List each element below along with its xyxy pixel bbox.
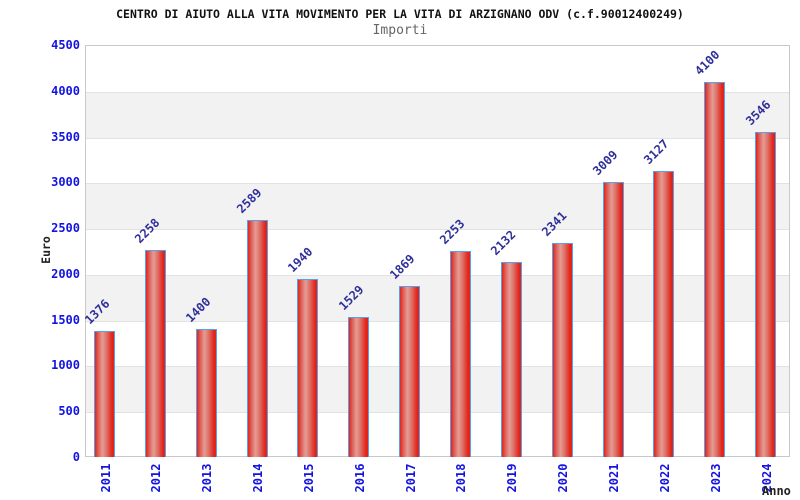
bar-2022 [653,170,675,457]
x-tick-label-2016: 2016 [352,463,367,493]
x-tick-label-2013: 2013 [200,463,215,493]
gridline [86,91,789,93]
x-tick-label-2015: 2015 [301,463,316,493]
y-tick-label: 4500 [51,38,80,52]
bar-2024 [755,132,777,457]
gridline [86,274,789,276]
bar-2014 [246,219,268,457]
y-tick-label: 0 [72,450,80,464]
bar-2023 [704,81,726,457]
x-tick-label-2023: 2023 [708,463,723,493]
x-tick-label-2017: 2017 [403,463,418,493]
chart-subtitle: Importi [372,23,428,38]
x-tick-label-2012: 2012 [149,463,164,493]
bar-2020 [551,242,573,457]
x-tick-label-2019: 2019 [505,463,520,493]
bar-2021 [602,181,624,457]
plot-band [86,183,789,230]
y-tick-label: 4000 [51,83,80,98]
plot-band [86,321,789,367]
plot-band [86,138,789,184]
plot-band [86,46,789,92]
bar-2011 [94,331,115,457]
bar-2012 [144,250,166,457]
y-tick-label: 1000 [51,358,80,373]
bar-2013 [195,328,217,457]
plot-band [86,412,789,458]
gridline [86,412,789,414]
x-tick-label-2018: 2018 [454,463,469,493]
y-tick-label: 3000 [51,175,80,190]
gridline [86,320,789,322]
x-axis-title: Anno [762,484,791,498]
y-tick-label: 2500 [51,221,80,236]
bar-2017 [399,285,421,457]
bar-2018 [449,250,471,457]
bar-2016 [348,317,370,457]
x-tick-label-2011: 2011 [98,463,113,493]
plot-band [86,366,789,413]
gridline [86,183,789,185]
bar-2019 [500,261,522,457]
x-tick-label-2022: 2022 [657,463,672,493]
gridline [86,229,789,231]
y-tick-label: 3500 [51,129,80,144]
plot-area [85,45,790,457]
x-tick-label-2020: 2020 [556,463,571,493]
bar-2015 [297,279,319,457]
y-tick-label: 1500 [51,312,80,327]
gridline [86,137,789,139]
plot-band [86,91,789,138]
x-tick-label-2021: 2021 [607,463,621,493]
y-axis-title: Euro [39,236,53,264]
x-tick-label-2014: 2014 [251,463,266,493]
gridline [86,366,789,368]
y-tick-label: 500 [58,404,80,419]
y-tick-label: 2000 [51,266,80,281]
chart-title: CENTRO DI AIUTO ALLA VITA MOVIMENTO PER … [116,7,684,21]
